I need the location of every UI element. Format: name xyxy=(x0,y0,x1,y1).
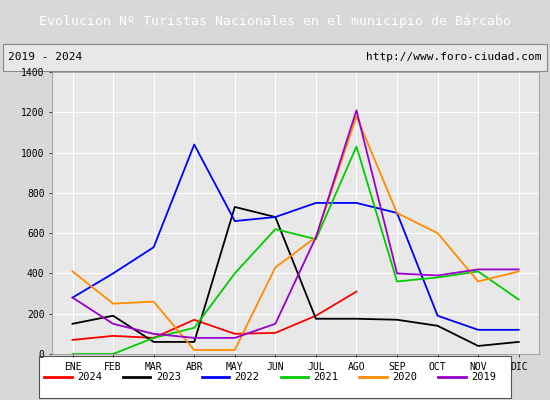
Text: 2024: 2024 xyxy=(77,372,102,382)
Text: 2020: 2020 xyxy=(392,372,417,382)
Text: http://www.foro-ciudad.com: http://www.foro-ciudad.com xyxy=(366,52,542,62)
Text: 2023: 2023 xyxy=(156,372,181,382)
FancyBboxPatch shape xyxy=(3,44,547,70)
Text: 2019: 2019 xyxy=(471,372,496,382)
Text: 2021: 2021 xyxy=(314,372,338,382)
Bar xyxy=(39,356,512,398)
Text: Evolucion Nº Turistas Nacionales en el municipio de Bárcabo: Evolucion Nº Turistas Nacionales en el m… xyxy=(39,14,511,28)
Text: 2022: 2022 xyxy=(235,372,260,382)
Text: 2019 - 2024: 2019 - 2024 xyxy=(8,52,82,62)
